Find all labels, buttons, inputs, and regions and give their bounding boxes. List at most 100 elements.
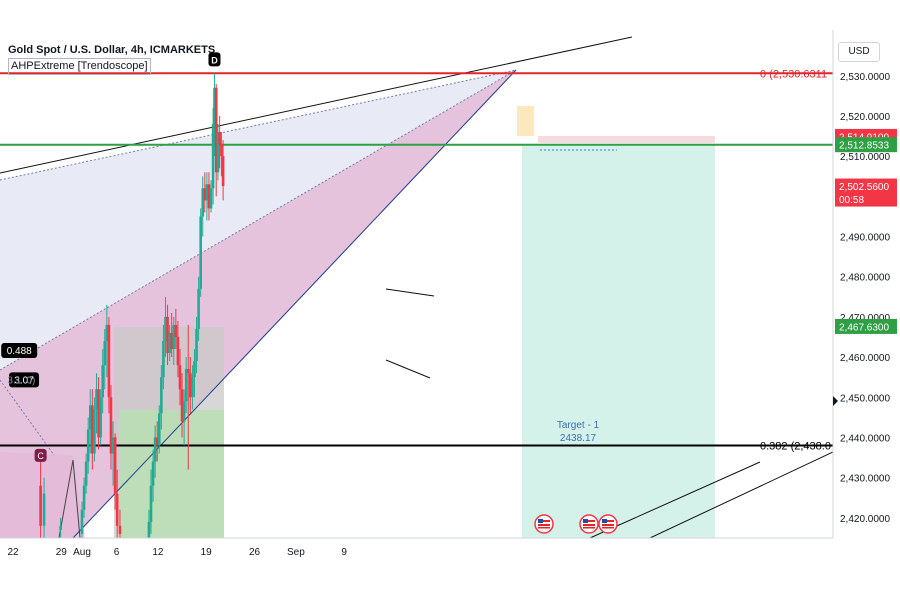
pattern-lower-pink-fill bbox=[0, 452, 85, 538]
ratio-label: 3.1 bbox=[7, 375, 21, 386]
us-flag-icon[interactable] bbox=[598, 514, 618, 534]
y-tick-label: 2,470.0000 bbox=[840, 313, 890, 324]
candle bbox=[109, 397, 113, 454]
ratio-labels: 0.488 3.073.1 0) bbox=[1, 343, 40, 388]
price-label-box bbox=[835, 318, 897, 334]
candle bbox=[155, 437, 159, 446]
plot-area[interactable]: 0 (2,530.6311 0.382 (2,438.0 bbox=[0, 36, 833, 546]
axis-marker-icon[interactable] bbox=[833, 396, 838, 406]
candles-layer bbox=[39, 73, 225, 538]
y-tick-label: 2,460.0000 bbox=[840, 353, 890, 364]
candle bbox=[97, 389, 100, 438]
price-label: 2,467.6300 bbox=[839, 322, 889, 333]
price-label: 2,512.8533 bbox=[839, 141, 889, 152]
x-tick-label: Sep bbox=[287, 547, 305, 558]
candle bbox=[42, 493, 46, 526]
point-label-d: D bbox=[211, 55, 218, 65]
y-tick-label: 2,440.0000 bbox=[840, 433, 890, 444]
candle bbox=[184, 369, 188, 402]
level-label: 0 (2,530.6311 bbox=[760, 68, 827, 80]
candle bbox=[214, 87, 218, 173]
candle bbox=[115, 493, 119, 526]
y-tick-label: 2,520.0000 bbox=[840, 112, 890, 123]
x-tick-label: 9 bbox=[341, 547, 347, 558]
candle bbox=[93, 409, 96, 454]
candle bbox=[213, 87, 216, 125]
channel-lower-line-2 bbox=[649, 451, 833, 538]
price-label-box bbox=[835, 178, 897, 207]
candle bbox=[189, 373, 192, 398]
candle bbox=[193, 361, 196, 378]
economic-events[interactable] bbox=[534, 514, 618, 534]
candle bbox=[216, 132, 220, 173]
symbol-title[interactable]: Gold Spot / U.S. Dollar, 4h, ICMARKETS bbox=[8, 44, 216, 56]
pattern-points: DC bbox=[34, 52, 221, 462]
candle bbox=[149, 485, 153, 522]
candle bbox=[160, 377, 163, 414]
candle bbox=[157, 413, 161, 446]
candle bbox=[162, 340, 165, 378]
time-axis[interactable]: 22 29 Aug 6 12 19 26 Sep 9 bbox=[7, 547, 347, 558]
us-flag-icon[interactable] bbox=[534, 514, 554, 534]
candle bbox=[203, 188, 207, 201]
candle bbox=[170, 332, 173, 350]
indicator-legend[interactable]: AHPExtreme [Trendoscope] bbox=[8, 58, 151, 75]
price-axis[interactable]: 2,420.0000 2,430.0000 2,440.0000 2,450.0000… bbox=[840, 72, 890, 525]
candle bbox=[95, 389, 98, 410]
point-box bbox=[34, 448, 47, 462]
x-tick-label: 12 bbox=[152, 547, 164, 558]
candle bbox=[201, 188, 205, 217]
x-tick-label: 6 bbox=[114, 547, 120, 558]
ratio-label: 0) bbox=[26, 375, 35, 386]
pattern-dotted-line-2 bbox=[0, 69, 517, 371]
candle bbox=[211, 124, 215, 189]
candle bbox=[147, 521, 151, 538]
entry-highlight bbox=[517, 106, 534, 136]
candle bbox=[151, 461, 155, 486]
candle bbox=[199, 216, 202, 289]
candle bbox=[182, 401, 186, 422]
level-label: 0.382 (2,438.0 bbox=[760, 440, 831, 452]
candle bbox=[39, 485, 42, 526]
candle bbox=[207, 184, 211, 209]
candle bbox=[168, 332, 171, 354]
pattern-c-line-2 bbox=[72, 459, 81, 538]
candle bbox=[178, 365, 182, 390]
y-tick-label: 2,430.0000 bbox=[840, 474, 890, 485]
pattern-dotted-line-3 bbox=[0, 379, 55, 456]
candle bbox=[59, 525, 62, 530]
candle bbox=[180, 389, 184, 422]
currency-badge[interactable]: USD bbox=[838, 42, 880, 62]
candle bbox=[118, 525, 122, 534]
y-tick-label: 2,480.0000 bbox=[840, 273, 890, 284]
pattern-c-line-1 bbox=[58, 459, 74, 538]
price-label: 2,502.5600 bbox=[839, 182, 889, 193]
price-labels: 2,514.91002,512.85332,502.560000:582,467… bbox=[835, 128, 897, 334]
candle bbox=[82, 485, 86, 510]
pattern-solid-line bbox=[72, 69, 517, 538]
chart-header: Gold Spot / U.S. Dollar, 4h, ICMARKETS A… bbox=[8, 43, 215, 75]
channel-lower-line-1 bbox=[589, 461, 761, 538]
levels-layer: 0 (2,530.6311 0.382 (2,438.0 bbox=[0, 68, 833, 452]
candle bbox=[113, 437, 117, 494]
candle bbox=[166, 316, 169, 354]
candle bbox=[195, 328, 198, 362]
target-value: 2438.17 bbox=[560, 433, 597, 444]
candle bbox=[84, 461, 88, 486]
channel-upper-line bbox=[0, 36, 633, 174]
y-tick-label: 2,490.0000 bbox=[840, 233, 890, 244]
candle bbox=[220, 144, 223, 157]
x-tick-label: 19 bbox=[201, 547, 213, 558]
us-flag-icon[interactable] bbox=[579, 514, 599, 534]
y-tick-label: 2,530.0000 bbox=[840, 72, 890, 83]
green-zone-box bbox=[119, 410, 224, 538]
x-tick-label: 26 bbox=[249, 547, 261, 558]
candle bbox=[174, 324, 178, 337]
y-tick-label: 2,510.0000 bbox=[840, 152, 890, 163]
candle bbox=[105, 324, 109, 341]
x-tick-label: 29 bbox=[56, 547, 68, 558]
ratio-box bbox=[9, 372, 40, 388]
x-tick-label: Aug bbox=[73, 547, 91, 558]
